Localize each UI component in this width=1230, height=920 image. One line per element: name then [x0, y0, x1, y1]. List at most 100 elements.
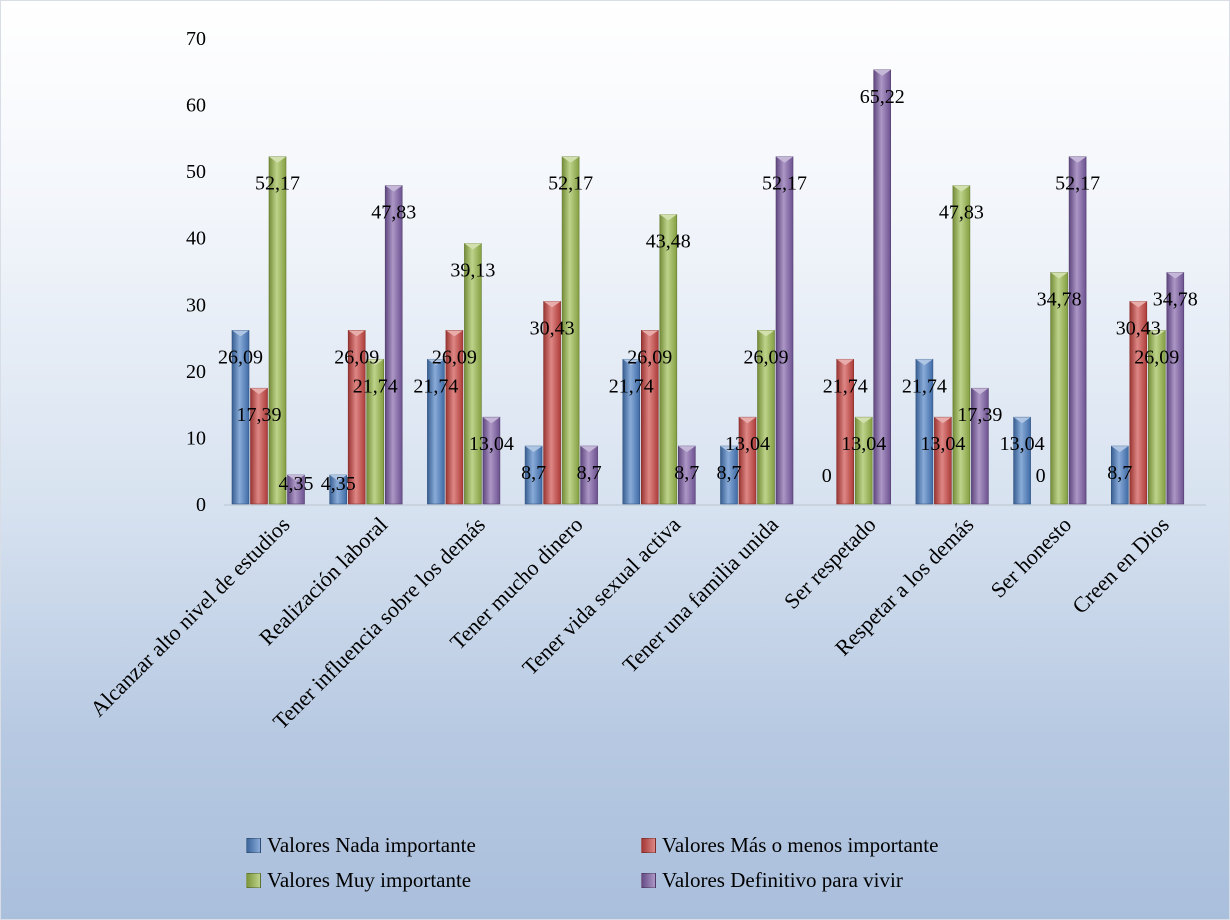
legend-swatch [246, 873, 261, 888]
bar-cap [269, 156, 286, 163]
bar-cap [739, 417, 756, 424]
y-axis: 0 10 20 30 40 50 60 70 [186, 28, 206, 516]
bar-cap [464, 243, 482, 250]
category-label: Creen en Dios [1067, 512, 1174, 619]
bar-cap [366, 359, 384, 366]
bar-cap [855, 417, 873, 424]
bar [659, 214, 678, 505]
bar-cap [232, 330, 249, 337]
bar-cap [562, 156, 580, 163]
data-label: 8,7 [717, 462, 742, 484]
data-label: 21,74 [902, 375, 947, 397]
data-label: 30,43 [1116, 317, 1161, 339]
legend-item: Valores Nada importante [246, 833, 476, 858]
legend-label: Valores Más o menos importante [662, 833, 939, 857]
data-label: 13,04 [841, 433, 886, 455]
bar [543, 301, 561, 505]
bar [366, 358, 385, 505]
bar [934, 416, 952, 505]
data-label: 4,35 [279, 473, 314, 495]
bar [1129, 301, 1148, 505]
bar-cap [1148, 330, 1166, 337]
y-tick-label: 70 [186, 28, 206, 50]
data-label: 8,7 [674, 462, 699, 484]
bar [347, 330, 366, 505]
bar [873, 69, 892, 505]
data-label: 26,09 [744, 346, 789, 368]
data-label: 0 [1036, 465, 1046, 487]
bar-cap [1069, 156, 1087, 163]
bar [268, 156, 287, 505]
legend-label: Valores Definitivo para vivir [662, 868, 903, 892]
bar [757, 330, 775, 505]
legend-swatch [641, 838, 656, 853]
bar [427, 358, 445, 505]
bar-cap [915, 359, 933, 366]
bar [445, 330, 464, 505]
y-tick-label: 40 [186, 228, 206, 250]
data-label: 39,13 [450, 260, 495, 282]
bar [1013, 416, 1031, 505]
data-label: 26,09 [432, 346, 477, 368]
bar-cap [659, 214, 677, 221]
data-label: 17,39 [957, 404, 1002, 426]
data-label: 52,17 [762, 173, 807, 195]
bar-cap [348, 330, 366, 337]
data-label: 21,74 [353, 375, 398, 397]
bar-cap [1013, 417, 1031, 424]
legend-swatch [641, 873, 656, 888]
data-label: 30,43 [530, 317, 575, 339]
bar [915, 358, 934, 505]
data-label: 65,22 [860, 86, 905, 108]
data-label: 13,04 [469, 433, 514, 455]
bar [952, 185, 971, 505]
bar [1068, 156, 1087, 505]
bar-cap [641, 330, 659, 337]
category-label: Tener vida sexual activa [517, 512, 685, 680]
bar-cap [250, 388, 268, 395]
bar-cap [329, 475, 347, 482]
bar [1148, 330, 1166, 505]
bar [287, 474, 305, 505]
bar [231, 330, 250, 505]
data-label: 52,17 [255, 173, 300, 195]
data-label: 34,78 [1037, 288, 1082, 310]
legend-label: Valores Muy importante [267, 868, 472, 892]
data-label: 26,09 [1134, 346, 1179, 368]
data-label: 26,09 [218, 346, 263, 368]
bar-chart: 0 10 20 30 40 50 60 70 Alcanzar alto nivel de e… [85, 28, 1206, 734]
data-label: 21,74 [413, 375, 458, 397]
data-label: 13,04 [1000, 433, 1045, 455]
bar [738, 416, 757, 505]
bar [1166, 272, 1185, 505]
bar [971, 387, 989, 505]
category-label: Alcanzar alto nivel de estudios [85, 512, 294, 721]
legend-item: Valores Más o menos importante [641, 833, 938, 858]
bar-cap [873, 69, 891, 76]
bar-cap [1129, 301, 1147, 308]
bar [677, 445, 696, 505]
data-label: 47,83 [371, 202, 416, 224]
bar [1111, 445, 1129, 505]
bar [1050, 272, 1068, 505]
bar [775, 156, 794, 505]
bar [464, 243, 482, 505]
bar-cap [1166, 272, 1184, 279]
bar-cap [385, 185, 403, 192]
bar [720, 445, 738, 505]
bar-cap [1111, 446, 1129, 453]
bar [482, 416, 501, 505]
legend-item: Valores Definitivo para vivir [641, 868, 903, 893]
bar-cap [427, 359, 445, 366]
bar-cap [580, 446, 598, 453]
bar-cap [952, 185, 970, 192]
y-tick-label: 50 [186, 161, 206, 183]
bar-cap [836, 359, 854, 366]
bar-cap [934, 417, 952, 424]
data-label: 52,17 [1055, 173, 1100, 195]
bar [384, 185, 403, 505]
legend-item: Valores Muy importante [246, 868, 471, 893]
bars [231, 69, 1185, 505]
x-axis: Alcanzar alto nivel de estudiosRealizaci… [85, 504, 1206, 734]
